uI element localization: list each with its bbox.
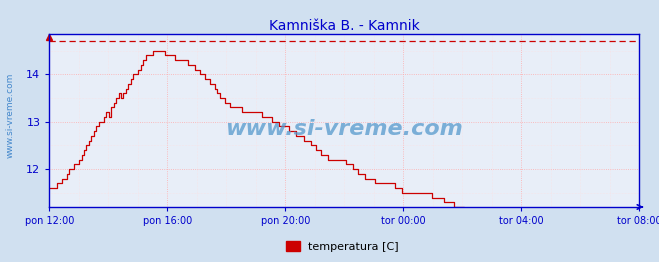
Text: www.si-vreme.com: www.si-vreme.com: [5, 73, 14, 158]
Text: www.si-vreme.com: www.si-vreme.com: [225, 119, 463, 139]
Legend: temperatura [C]: temperatura [C]: [282, 237, 403, 256]
Title: Kamniška B. - Kamnik: Kamniška B. - Kamnik: [269, 19, 420, 33]
